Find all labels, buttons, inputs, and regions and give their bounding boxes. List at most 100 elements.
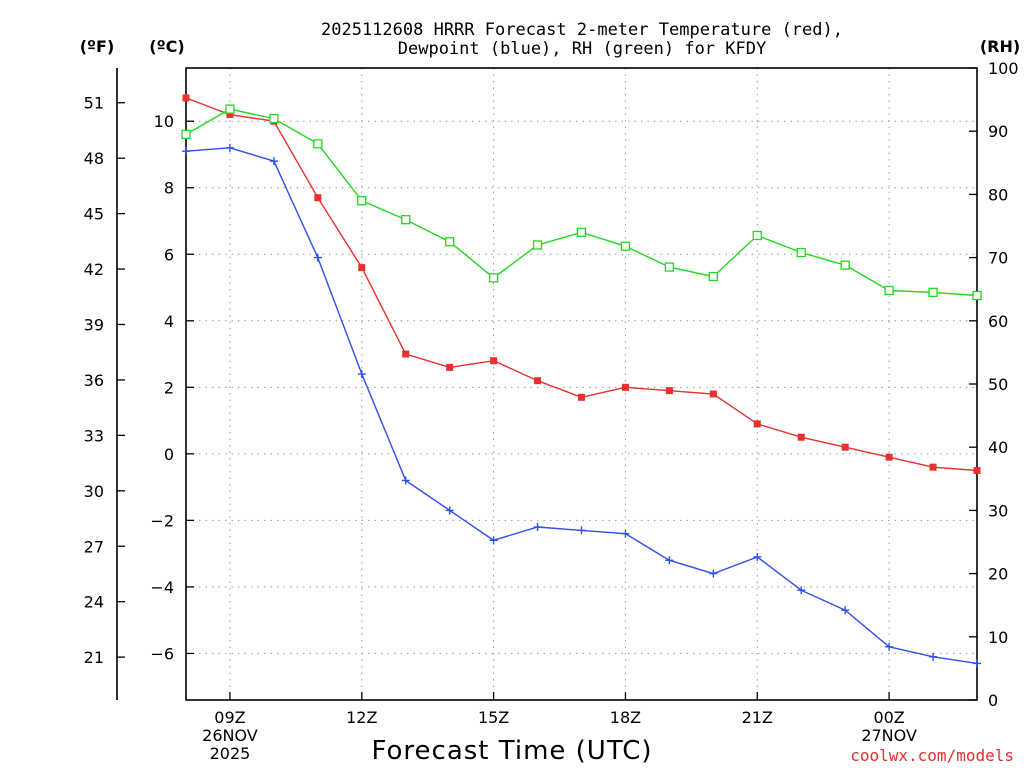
temperature-point [446, 363, 454, 371]
dewpoint-point [665, 556, 674, 565]
celsius-tick-label: −6 [150, 644, 174, 663]
fahrenheit-tick-label: 51 [84, 94, 104, 113]
rh-point [401, 215, 411, 225]
rh-tick-label: 100 [988, 59, 1019, 78]
temperature-point [358, 264, 366, 272]
dewpoint-point [577, 526, 586, 535]
dewpoint-point [841, 606, 850, 615]
temperature-point [402, 350, 410, 358]
fahrenheit-tick-label: 42 [84, 260, 104, 279]
fahrenheit-tick-label: 48 [84, 149, 104, 168]
dewpoint-point [357, 370, 366, 379]
chart-title-line2: Dewpoint (blue), RH (green) for KFDY [398, 39, 766, 59]
rh-point [357, 196, 367, 206]
temperature-point [314, 194, 322, 202]
series-rh [181, 104, 982, 301]
rh-tick-label: 10 [988, 628, 1008, 647]
x-tick-label: 12Z [346, 708, 377, 727]
fahrenheit-tick-label: 45 [84, 205, 104, 224]
rh-line [185, 108, 978, 297]
rh-point [840, 260, 850, 270]
temperature-point [578, 393, 585, 401]
rh-point [796, 247, 806, 258]
fahrenheit-tick-label: 39 [84, 315, 104, 334]
dewpoint-point [401, 476, 410, 485]
rh-point [488, 273, 499, 283]
dewpoint-point [885, 642, 894, 651]
x-tick-label: 2025 [210, 744, 251, 763]
rh-point [928, 287, 938, 298]
rh-point [972, 290, 982, 301]
x-tick-label: 21Z [742, 708, 773, 727]
rh-point [620, 241, 631, 251]
rh-point [445, 237, 455, 247]
temperature-point [929, 463, 937, 471]
dewpoint-line [185, 147, 978, 665]
rh-tick-label: 70 [988, 249, 1008, 268]
rh-point [708, 271, 718, 282]
x-tick-label: 26NOV [202, 726, 258, 745]
rh-tick-label: 80 [988, 185, 1008, 204]
temperature-point [665, 387, 673, 395]
chart-title-line1: 2025112608 HRRR Forecast 2-meter Tempera… [321, 20, 843, 40]
temperature-point [841, 443, 849, 451]
x-tick-label: 00Z [873, 708, 904, 727]
axes-layer [116, 67, 978, 701]
x-tick-label: 27NOV [861, 726, 917, 745]
temperature-point [534, 377, 542, 385]
temperature-point [490, 357, 498, 365]
celsius-tick-label: 4 [164, 312, 174, 331]
temperature-point [753, 420, 761, 428]
dewpoint-point [709, 569, 718, 578]
rh-unit-label: (RH) [980, 37, 1020, 56]
temperature-point [621, 383, 629, 391]
temperature-point [797, 433, 805, 441]
rh-point [225, 104, 235, 114]
dewpoint-point [797, 586, 806, 595]
rh-point [664, 262, 675, 272]
rh-tick-label: 50 [988, 375, 1008, 394]
rh-point [576, 227, 587, 237]
rh-tick-label: 90 [988, 122, 1008, 141]
dewpoint-point [621, 529, 630, 538]
fahrenheit-unit-label: (ºF) [80, 37, 115, 56]
temperature-point [885, 453, 893, 461]
dewpoint-point [225, 143, 234, 152]
grid-layer [186, 68, 977, 700]
rh-point [181, 129, 191, 140]
temperature-point [226, 111, 234, 119]
celsius-tick-label: 2 [164, 378, 174, 397]
fahrenheit-tick-label: 36 [84, 371, 104, 390]
rh-tick-label: 30 [988, 501, 1008, 520]
dewpoint-point [445, 506, 454, 515]
dewpoint-point [533, 523, 542, 532]
dewpoint-point [753, 552, 762, 561]
celsius-unit-label: (ºC) [149, 37, 184, 56]
dewpoint-point [973, 659, 981, 668]
rh-point [884, 285, 894, 296]
series-layer [181, 94, 982, 668]
credit-label: coolwx.com/models [850, 746, 1014, 765]
temperature-point [973, 466, 981, 474]
rh-point [313, 139, 323, 149]
temperature-point [709, 390, 717, 398]
plot-frame [185, 67, 978, 701]
celsius-tick-label: −2 [150, 511, 174, 530]
dewpoint-point [313, 253, 322, 262]
dewpoint-point [269, 157, 278, 166]
series-dewpoint [182, 143, 981, 668]
fahrenheit-tick-label: 21 [84, 648, 104, 667]
rh-point [269, 113, 279, 124]
rh-point [532, 240, 543, 250]
fahrenheit-tick-label: 24 [84, 593, 104, 612]
rh-tick-label: 0 [988, 691, 998, 710]
celsius-tick-label: 0 [164, 445, 174, 464]
rh-point [752, 230, 762, 241]
temperature-point [182, 94, 190, 102]
temperature-line [185, 97, 978, 472]
celsius-tick-label: 8 [164, 179, 174, 198]
rh-tick-label: 20 [988, 565, 1008, 584]
dewpoint-point [489, 536, 498, 545]
rh-tick-label: 60 [988, 312, 1008, 331]
